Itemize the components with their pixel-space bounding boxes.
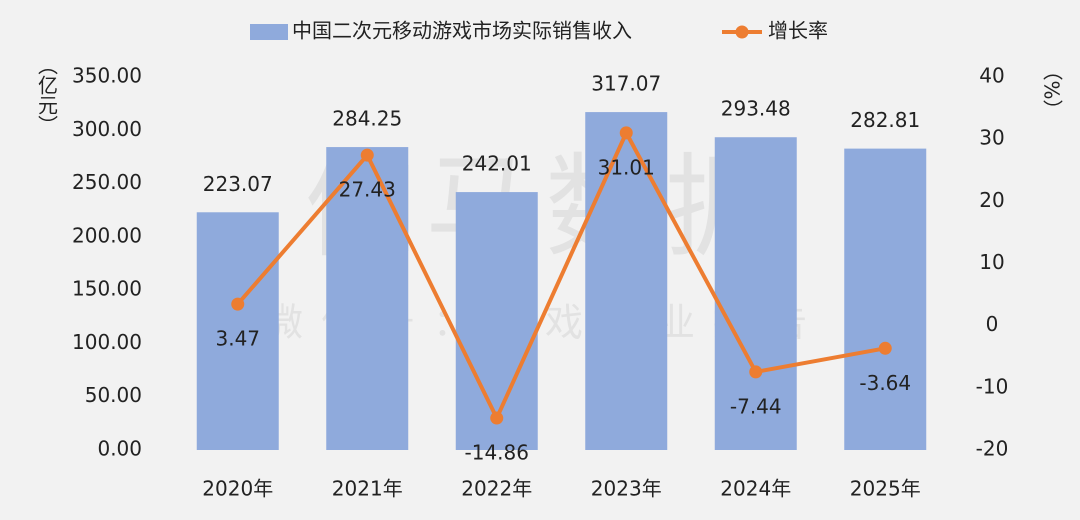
bar-value-label: 293.48 xyxy=(721,97,791,121)
x-tick-label: 2020年 xyxy=(202,477,273,501)
y2-tick-label: 30 xyxy=(979,126,1004,150)
x-tick-label: 2022年 xyxy=(461,477,532,501)
bar xyxy=(844,148,927,450)
y-tick-label: 300.00 xyxy=(72,117,142,141)
line-value-label: -3.64 xyxy=(859,371,911,395)
line-value-label: -7.44 xyxy=(730,394,782,418)
y2-tick-label: -10 xyxy=(976,374,1009,398)
bar xyxy=(585,112,668,451)
line-value-label: 3.47 xyxy=(215,327,260,351)
legend-swatch-marker xyxy=(735,25,749,39)
line-marker xyxy=(360,148,374,162)
bar xyxy=(455,192,538,450)
y-tick-label: 100.00 xyxy=(72,330,142,354)
bar xyxy=(196,212,279,450)
bar-value-label: 284.25 xyxy=(332,107,402,131)
y2-tick-label: -20 xyxy=(976,437,1009,461)
legend-label: 增长率 xyxy=(768,19,828,43)
line-marker xyxy=(619,126,633,140)
x-tick-label: 2024年 xyxy=(720,477,791,501)
x-tick-label: 2021年 xyxy=(332,477,403,501)
legend-label: 中国二次元移动游戏市场实际销售收入 xyxy=(292,19,632,43)
bar xyxy=(326,147,409,450)
bar xyxy=(714,137,797,450)
y-tick-label: 200.00 xyxy=(72,223,142,247)
y-tick-label: 0.00 xyxy=(97,437,142,461)
x-tick-label: 2023年 xyxy=(591,477,662,501)
y-tick-label: 350.00 xyxy=(72,64,142,88)
line-marker xyxy=(231,297,245,311)
y2-tick-label: 10 xyxy=(979,250,1004,274)
x-tick-label: 2025年 xyxy=(850,477,921,501)
bar-value-label: 242.01 xyxy=(462,152,532,176)
y-tick-label: 150.00 xyxy=(72,277,142,301)
y-axis-label: （亿元） xyxy=(35,55,59,135)
line-marker xyxy=(490,411,504,425)
line-marker xyxy=(749,365,763,379)
y2-axis-label: （%） xyxy=(1040,60,1064,119)
y2-tick-label: 20 xyxy=(979,188,1004,212)
line-value-label: -14.86 xyxy=(465,441,529,465)
bar-value-label: 317.07 xyxy=(591,72,661,96)
legend-swatch xyxy=(250,24,288,40)
line-value-label: 31.01 xyxy=(598,155,655,179)
bar-value-label: 223.07 xyxy=(203,172,273,196)
y-tick-label: 50.00 xyxy=(85,383,142,407)
bar-value-label: 282.81 xyxy=(850,108,920,132)
line-value-label: 27.43 xyxy=(339,178,396,202)
y2-tick-label: 0 xyxy=(986,312,999,336)
line-marker xyxy=(878,341,892,355)
y-tick-label: 250.00 xyxy=(72,170,142,194)
y2-tick-label: 40 xyxy=(979,64,1004,88)
line xyxy=(236,130,886,421)
